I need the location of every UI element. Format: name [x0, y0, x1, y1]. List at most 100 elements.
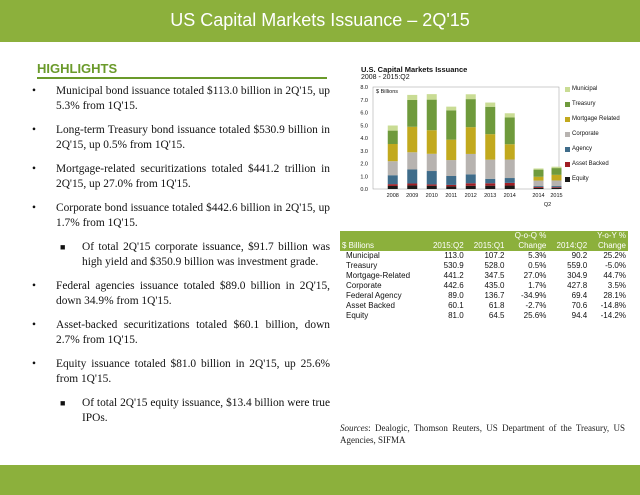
y-tick-label: 1.0: [360, 174, 368, 180]
bullet-item: • Mortgage-related securitizations totale…: [32, 163, 330, 190]
bar-segment: [387, 143, 398, 162]
legend-label: Mortgage Related: [572, 116, 620, 122]
bar-segment: [551, 187, 562, 189]
highlights-divider: [37, 77, 327, 79]
bar-segment: [407, 126, 418, 153]
issuance-chart: U.S. Capital Markets Issuance 2008 - 201…: [345, 63, 625, 213]
legend-swatch: [565, 177, 570, 182]
bar-segment: [387, 125, 398, 131]
y-tick-label: 4.0: [360, 136, 368, 142]
chart-subtitle: 2008 - 2015:Q2: [361, 74, 410, 81]
square-bullet-icon: ■: [60, 242, 66, 252]
y-tick-label: 5.0: [360, 123, 368, 129]
bar-segment: [533, 186, 544, 188]
bar-segment: [387, 184, 398, 186]
bar-segment: [533, 180, 544, 187]
bar-segment: [485, 106, 496, 135]
legend-label: Equity: [572, 176, 589, 182]
y-tick-label: 8.0: [360, 85, 368, 91]
bar-segment: [446, 186, 457, 189]
bar-segment: [407, 152, 418, 170]
bar-segment: [551, 180, 562, 187]
bar-segment: [465, 153, 476, 175]
bar-segment: [533, 187, 544, 189]
bar-segment: [426, 184, 437, 186]
bar-segment: [485, 185, 496, 189]
bullet-dot-icon: •: [32, 202, 36, 214]
legend-label: Treasury: [572, 101, 596, 107]
bar-segment: [533, 168, 544, 170]
bar-segment: [504, 117, 515, 145]
y-tick-label: 2.0: [360, 162, 368, 168]
bar-segment: [426, 130, 437, 154]
legend-swatch: [565, 117, 570, 122]
highlights-heading: HIGHLIGHTS: [37, 61, 118, 76]
bar-segment: [504, 144, 515, 160]
bar-segment: [407, 94, 418, 101]
bar-segment: [465, 127, 476, 154]
table-row: Corporate 442.6 435.0 1.7% 427.8 3.5%: [346, 281, 626, 290]
bullet-item: • Long-term Treasury bond issuance totale…: [32, 124, 330, 151]
bar-segment: [426, 94, 437, 100]
bar-segment: [465, 94, 476, 100]
bullet-item: • Corporate bond issuance totaled $442.6 …: [32, 202, 330, 229]
legend-label: Corporate: [572, 131, 599, 137]
bar-segment: [446, 184, 457, 187]
sub-bullet-item: ■ Of total 2Q'15 equity issuance, $13.4 b…: [60, 397, 330, 424]
bullet-dot-icon: •: [32, 280, 36, 292]
legend-item: Treasury: [565, 101, 625, 108]
legend-swatch: [565, 102, 570, 107]
bar-segment: [504, 185, 515, 189]
sources-label: Sources: [340, 423, 369, 433]
bar-segment: [504, 113, 515, 118]
legend-item: Asset Backed: [565, 161, 625, 168]
issuance-table: Q-o-Q % Y-o-Y % $ Billions 2015:Q2 2015:…: [340, 231, 628, 321]
legend-item: Municipal: [565, 86, 625, 93]
bullet-item: • Asset-backed securitizations totaled $6…: [32, 319, 330, 346]
legend-swatch: [565, 87, 570, 92]
bullet-item: • Municipal bond issuance totaled $113.0 …: [32, 85, 330, 112]
footer-bar: [0, 465, 640, 495]
bar-segment: [446, 139, 457, 161]
x-tick-label: 2012: [465, 193, 477, 199]
x-tick-label: 2010: [426, 193, 438, 199]
y-tick-label: 0.0: [360, 187, 368, 193]
bar-segment: [551, 174, 562, 181]
x-tick-label: 2013: [484, 193, 496, 199]
x-group-label: Q2: [544, 202, 551, 208]
chart-plot: $ Billions 0.0 1.0 2.0 3.0 4.0 5.0 6.0 7.0 8.0 200…: [360, 85, 562, 208]
y-tick-label: 6.0: [360, 111, 368, 117]
bullet-item: • Equity issuance totaled $81.0 billion i…: [32, 358, 330, 385]
bar-segment: [446, 175, 457, 185]
bar-segment: [551, 187, 562, 188]
legend-item: Mortgage Related: [565, 116, 625, 123]
x-tick-label: 2009: [406, 193, 418, 199]
table-row: Mortgage-Related 441.2 347.5 27.0% 304.9 44.7…: [346, 271, 626, 280]
legend-label: Agency: [572, 146, 593, 152]
legend-swatch: [565, 147, 570, 152]
bar-segment: [387, 175, 398, 185]
table-row: Treasury 530.9 528.0 0.5% 559.0 -5.0%: [346, 261, 626, 270]
bullet-item: • Federal agencies issuance totaled $89.0…: [32, 280, 330, 307]
sub-bullet-item: ■ Of total 2Q'15 corporate issuance, $91.…: [60, 241, 330, 268]
bar-segment: [407, 185, 418, 189]
chart-legend: Municipal Treasury Mortgage Related Corpora…: [565, 86, 625, 191]
bar-segment: [504, 182, 515, 186]
bullet-dot-icon: •: [32, 85, 36, 97]
highlights-list: • Municipal bond issuance totaled $113.0 …: [30, 84, 330, 435]
bar-segment: [426, 185, 437, 189]
bullet-dot-icon: •: [32, 124, 36, 136]
chart-title: U.S. Capital Markets Issuance: [361, 65, 468, 74]
bar-segment: [426, 171, 437, 185]
table-row: Equity 81.0 64.5 25.6% 94.4 -14.2%: [346, 311, 626, 320]
legend-label: Municipal: [572, 86, 598, 92]
y-unit-label: $ Billions: [376, 89, 398, 95]
bar-segment: [465, 99, 476, 128]
square-bullet-icon: ■: [60, 398, 66, 408]
bar-segment: [407, 100, 418, 127]
bar-segment: [485, 178, 496, 184]
bar-segment: [551, 186, 562, 188]
bar-segment: [533, 186, 544, 187]
bar-segment: [387, 161, 398, 176]
bar-segment: [387, 130, 398, 144]
